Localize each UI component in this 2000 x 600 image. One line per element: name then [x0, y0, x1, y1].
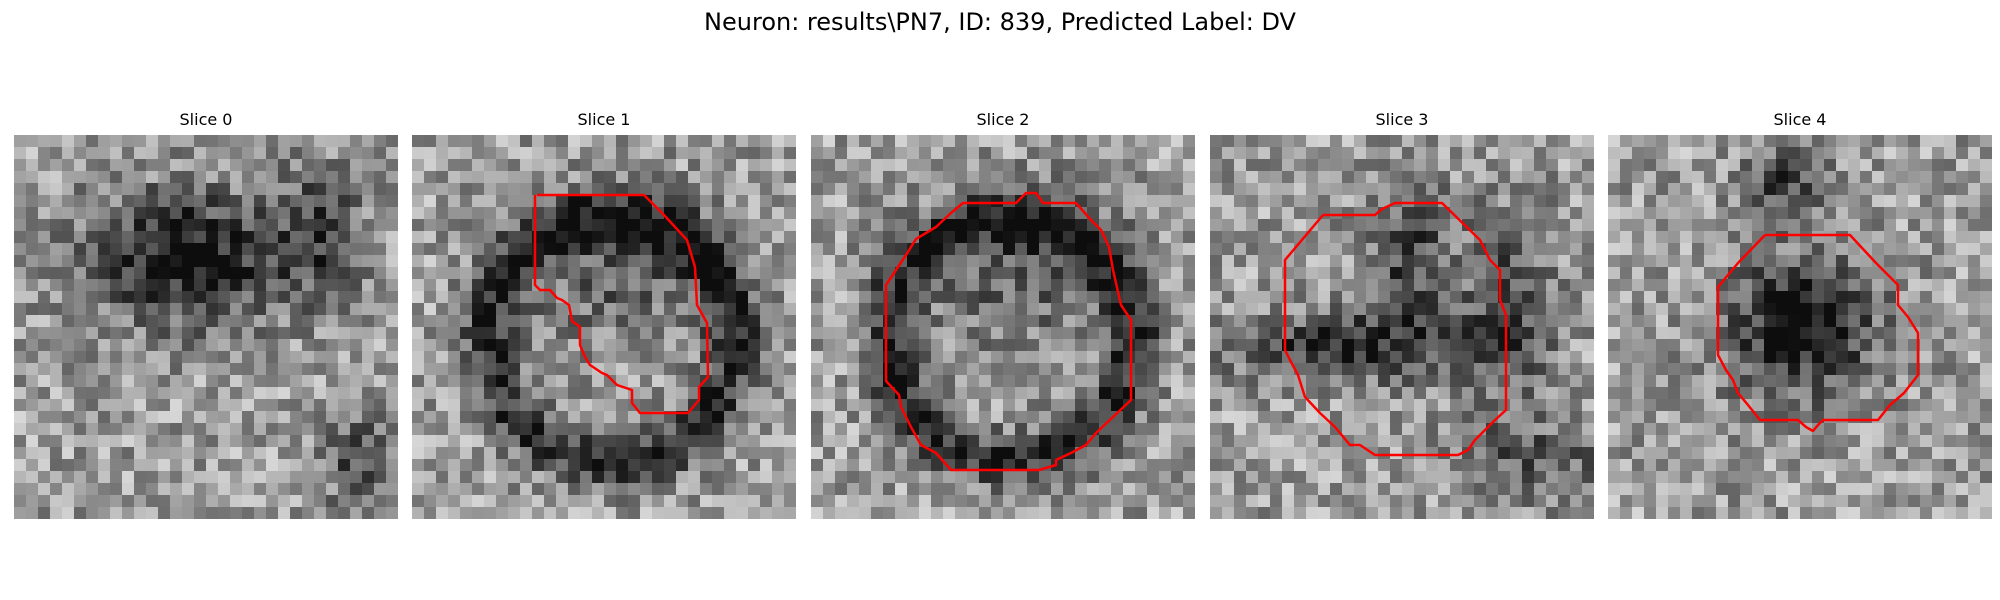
slice-panel-4: Slice 4 — [1608, 0, 1992, 600]
contour-overlay — [1716, 233, 1920, 433]
slice-image — [14, 135, 398, 519]
segmentation-contour — [1283, 201, 1508, 457]
contour-overlay — [1283, 201, 1508, 457]
slice-panel-1: Slice 1 — [412, 0, 796, 600]
contour-overlay — [533, 193, 710, 415]
grayscale-slice-raster — [412, 135, 796, 519]
slice-image — [1210, 135, 1594, 519]
slice-title: Slice 2 — [976, 110, 1030, 129]
slice-panel-0: Slice 0 — [14, 0, 398, 600]
segmentation-contour — [884, 191, 1133, 472]
slice-panel-2: Slice 2 — [811, 0, 1195, 600]
segmentation-contour — [1716, 233, 1920, 433]
slice-image — [811, 135, 1195, 519]
slice-title: Slice 4 — [1773, 110, 1827, 129]
slice-title: Slice 3 — [1375, 110, 1429, 129]
slice-image — [1608, 135, 1992, 519]
slice-panel-3: Slice 3 — [1210, 0, 1594, 600]
slice-title: Slice 1 — [577, 110, 631, 129]
grayscale-slice-raster — [14, 135, 398, 519]
segmentation-contour — [533, 193, 710, 415]
figure-title: Neuron: results\PN7, ID: 839, Predicted … — [704, 8, 1296, 36]
slice-title: Slice 0 — [179, 110, 233, 129]
contour-overlay — [884, 191, 1133, 472]
slice-image — [412, 135, 796, 519]
grayscale-slice-raster — [1608, 135, 1992, 519]
